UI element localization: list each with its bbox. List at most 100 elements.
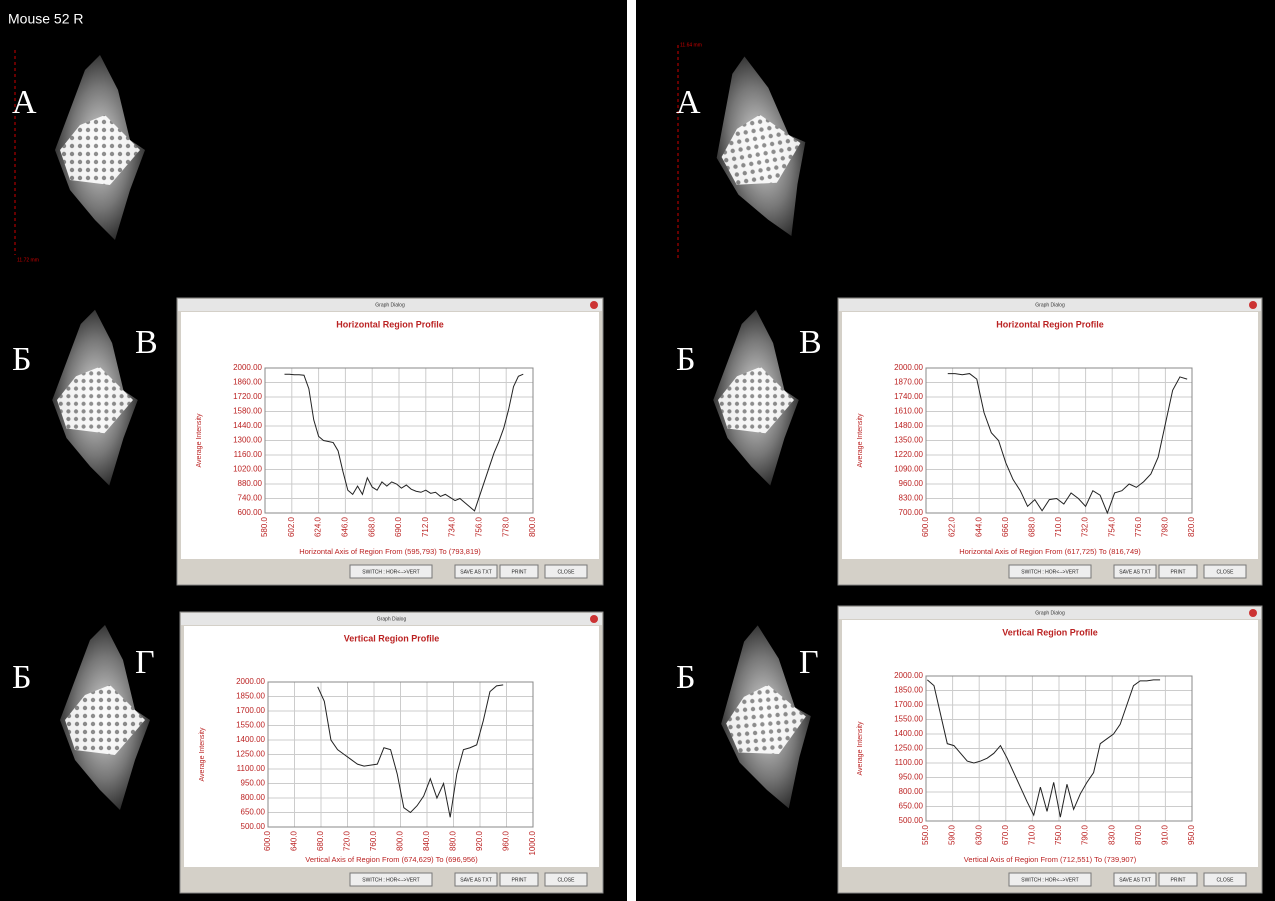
close-icon[interactable] bbox=[1249, 609, 1257, 617]
button[interactable] bbox=[1203, 872, 1247, 887]
y-tick-label: 1700.00 bbox=[894, 700, 923, 709]
button[interactable] bbox=[1203, 564, 1247, 579]
x-tick-label: 754.0 bbox=[1107, 516, 1116, 537]
x-axis-label: Horizontal Axis of Region From (595,793)… bbox=[299, 547, 481, 556]
panel-letter: Г bbox=[135, 644, 155, 681]
y-tick-label: 2000.00 bbox=[236, 677, 265, 686]
button-label[interactable]: SAVE AS TXT bbox=[460, 877, 492, 883]
dialog-title: Graph Dialog bbox=[1035, 302, 1065, 308]
button-label[interactable]: SAVE AS TXT bbox=[1119, 877, 1151, 883]
button-label[interactable]: CLOSE bbox=[1217, 569, 1235, 575]
button-label[interactable]: CLOSE bbox=[558, 877, 576, 883]
button[interactable] bbox=[454, 872, 498, 887]
button[interactable] bbox=[1113, 872, 1157, 887]
x-tick-label: 760.0 bbox=[369, 830, 378, 851]
profile-line bbox=[317, 684, 504, 818]
button[interactable] bbox=[1113, 564, 1157, 579]
graph-dialog: Graph Dialog Horizontal Region Profile 600… bbox=[176, 297, 604, 586]
button-label[interactable]: CLOSE bbox=[558, 569, 576, 575]
button[interactable] bbox=[499, 872, 539, 887]
button-label[interactable]: SWITCH : HOR<-->VERT bbox=[1021, 569, 1078, 575]
x-tick-label: 688.0 bbox=[1028, 516, 1037, 537]
panel-letter: Б bbox=[676, 341, 696, 378]
y-tick-label: 960.00 bbox=[899, 479, 924, 488]
x-tick-label: 778.0 bbox=[501, 516, 510, 537]
panel-letter: А bbox=[12, 84, 37, 121]
y-tick-label: 1350.00 bbox=[894, 436, 923, 445]
x-tick-label: 710.0 bbox=[1028, 824, 1037, 845]
graph-dialog: Graph Dialog Vertical Region Profile 500.0… bbox=[179, 611, 604, 894]
x-tick-label: 712.0 bbox=[421, 516, 430, 537]
x-axis-label: Vertical Axis of Region From (712,551) T… bbox=[964, 855, 1137, 864]
button[interactable] bbox=[499, 564, 539, 579]
button[interactable] bbox=[454, 564, 498, 579]
panel-letter: Б bbox=[12, 341, 32, 378]
x-tick-label: 950.0 bbox=[1187, 824, 1196, 845]
bone-image bbox=[721, 625, 811, 809]
dialog-titlebar bbox=[181, 613, 602, 625]
button[interactable] bbox=[1158, 872, 1198, 887]
x-tick-label: 680.0 bbox=[316, 830, 325, 851]
button-label[interactable]: SWITCH : HOR<-->VERT bbox=[362, 569, 419, 575]
button-label[interactable]: SAVE AS TXT bbox=[1119, 569, 1151, 575]
x-tick-label: 800.0 bbox=[396, 830, 405, 851]
button-label[interactable]: PRINT bbox=[1171, 569, 1186, 575]
button-label[interactable]: SAVE AS TXT bbox=[460, 569, 492, 575]
button-label[interactable]: PRINT bbox=[512, 877, 527, 883]
y-tick-label: 800.00 bbox=[241, 793, 266, 802]
x-tick-label: 622.0 bbox=[948, 516, 957, 537]
button-label[interactable]: CLOSE bbox=[1217, 877, 1235, 883]
y-tick-label: 1400.00 bbox=[236, 735, 265, 744]
button-label[interactable]: PRINT bbox=[512, 569, 527, 575]
x-tick-label: 756.0 bbox=[475, 516, 484, 537]
y-tick-label: 500.00 bbox=[241, 822, 266, 831]
bone-core bbox=[60, 115, 140, 185]
profile-line bbox=[284, 373, 524, 512]
x-tick-label: 580.0 bbox=[260, 516, 269, 537]
y-tick-label: 1550.00 bbox=[236, 721, 265, 730]
panel-letter: В bbox=[135, 324, 158, 361]
y-tick-label: 1720.00 bbox=[233, 392, 262, 401]
y-tick-label: 2000.00 bbox=[894, 363, 923, 372]
y-tick-label: 2000.00 bbox=[894, 671, 923, 680]
plot-panel bbox=[842, 312, 1258, 559]
x-tick-label: 600.0 bbox=[263, 830, 272, 851]
y-tick-label: 1100.00 bbox=[895, 758, 924, 767]
x-tick-label: 670.0 bbox=[1001, 824, 1010, 845]
button[interactable] bbox=[1008, 564, 1092, 579]
x-tick-label: 910.0 bbox=[1161, 824, 1170, 845]
y-tick-label: 1740.00 bbox=[894, 392, 923, 401]
button[interactable] bbox=[544, 564, 588, 579]
plot-border bbox=[267, 681, 534, 828]
plot-border bbox=[925, 675, 1193, 822]
bone-image bbox=[60, 625, 150, 810]
button[interactable] bbox=[1158, 564, 1198, 579]
y-axis-label: Average Intensity bbox=[199, 727, 206, 781]
y-tick-label: 650.00 bbox=[241, 808, 266, 817]
x-tick-label: 668.0 bbox=[367, 516, 376, 537]
y-tick-label: 950.00 bbox=[241, 779, 266, 788]
bone-image bbox=[52, 309, 138, 486]
x-tick-label: 870.0 bbox=[1134, 824, 1143, 845]
button-label[interactable]: PRINT bbox=[1171, 877, 1186, 883]
button-label[interactable]: SWITCH : HOR<-->VERT bbox=[362, 877, 419, 883]
button[interactable] bbox=[349, 564, 433, 579]
close-icon[interactable] bbox=[1249, 301, 1257, 309]
y-tick-label: 1160.00 bbox=[234, 450, 263, 459]
scale-label: 11.64 mm bbox=[680, 42, 702, 48]
button[interactable] bbox=[544, 872, 588, 887]
y-tick-label: 880.00 bbox=[238, 479, 263, 488]
button[interactable] bbox=[1008, 872, 1092, 887]
y-tick-label: 2000.00 bbox=[233, 363, 262, 372]
close-icon[interactable] bbox=[590, 301, 598, 309]
button[interactable] bbox=[349, 872, 433, 887]
x-tick-label: 790.0 bbox=[1081, 824, 1090, 845]
y-tick-label: 1090.00 bbox=[894, 465, 923, 474]
bone-image bbox=[55, 55, 145, 240]
button-label[interactable]: SWITCH : HOR<-->VERT bbox=[1021, 877, 1078, 883]
y-tick-label: 1020.00 bbox=[233, 465, 262, 474]
bone-core bbox=[726, 684, 806, 754]
x-axis-label: Horizontal Axis of Region From (617,725)… bbox=[959, 547, 1141, 556]
close-icon[interactable] bbox=[590, 615, 598, 623]
